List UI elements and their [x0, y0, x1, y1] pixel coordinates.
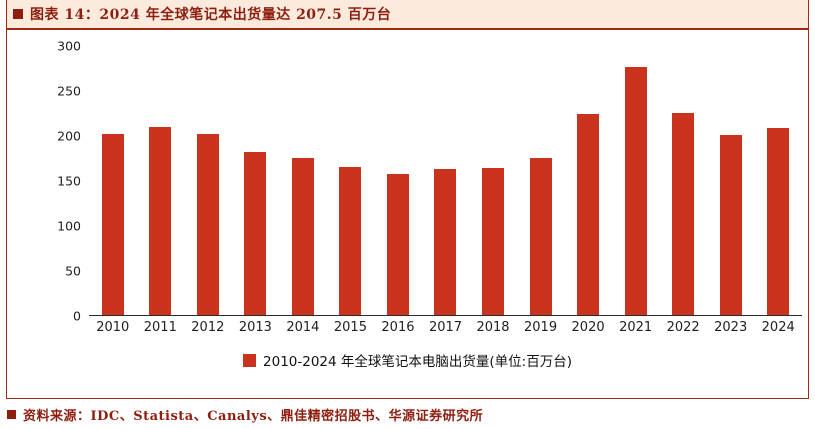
legend-label: 2010-2024 年全球笔记本电脑出货量(单位:百万台)	[263, 354, 572, 370]
chart-legend: 2010-2024 年全球笔记本电脑出货量(单位:百万台)	[7, 348, 808, 372]
bar-2016	[386, 173, 409, 315]
bar-2011	[149, 126, 172, 315]
bar-cell	[612, 46, 660, 315]
legend-swatch-icon	[243, 353, 257, 367]
bar-2023	[719, 135, 742, 315]
bar-2022	[672, 113, 695, 315]
source-line: 资料来源：IDC、Statista、Canalys、鼎佳精密招股书、华源证券研究…	[6, 405, 809, 424]
bar-cell	[517, 46, 565, 315]
bar-2020	[577, 114, 600, 315]
x-tick-label: 2024	[761, 320, 795, 335]
x-tick-label: 2021	[619, 320, 653, 335]
plot-area	[89, 46, 802, 316]
x-tick-label: 2010	[96, 320, 130, 335]
bar-cell	[754, 46, 802, 315]
y-tick-label: 150	[57, 173, 81, 189]
y-axis-labels: 0 50 100 150 200 250 300	[35, 39, 81, 324]
figure-header: 图表 14：2024 年全球笔记本出货量达 207.5 百万台	[7, 0, 808, 30]
bar-cell	[564, 46, 612, 315]
x-axis-labels: 2010 2011 2012 2013 2014 2015 2016 2017 2018 2019…	[89, 320, 802, 335]
source-text: 资料来源：IDC、Statista、Canalys、鼎佳精密招股书、华源证券研究…	[23, 409, 484, 424]
bar-2017	[434, 169, 457, 315]
x-tick-label: 2022	[666, 320, 700, 335]
footer-marker-icon	[7, 410, 16, 419]
bar-2014	[291, 157, 314, 315]
x-tick-label: 2016	[381, 320, 415, 335]
x-tick-label: 2013	[238, 320, 272, 335]
bar-2013	[244, 152, 267, 315]
figure-frame: 图表 14：2024 年全球笔记本出货量达 207.5 百万台 0 50 100 15…	[6, 0, 809, 399]
y-tick-label: 100	[57, 218, 81, 234]
y-tick-label: 0	[73, 308, 81, 324]
x-tick-label: 2011	[143, 320, 177, 335]
x-tick-label: 2012	[191, 320, 225, 335]
bar-cell	[137, 46, 185, 315]
bar-2021	[624, 66, 647, 315]
x-tick-label: 2015	[333, 320, 367, 335]
bar-cell	[327, 46, 375, 315]
bar-cell	[707, 46, 755, 315]
y-tick-label: 250	[57, 83, 81, 99]
bar-cell	[374, 46, 422, 315]
x-tick-label: 2023	[714, 320, 748, 335]
bar-2024	[767, 128, 790, 315]
bar-cell	[469, 46, 517, 315]
bar-2010	[101, 134, 124, 315]
bar-cell	[422, 46, 470, 315]
bar-cell	[659, 46, 707, 315]
bar-2012	[196, 134, 219, 315]
figure-title: 图表 14：2024 年全球笔记本出货量达 207.5 百万台	[30, 7, 392, 23]
y-tick-label: 50	[65, 263, 81, 279]
bar-cell	[279, 46, 327, 315]
bar-cell	[232, 46, 280, 315]
bar-cell	[184, 46, 232, 315]
bar-2015	[339, 167, 362, 315]
title-marker-icon	[13, 9, 23, 19]
y-tick-label: 200	[57, 128, 81, 144]
bar-2019	[529, 158, 552, 315]
x-tick-label: 2014	[286, 320, 320, 335]
x-tick-label: 2019	[524, 320, 558, 335]
y-tick-label: 300	[57, 38, 81, 54]
x-tick-label: 2017	[428, 320, 463, 335]
bar-cell	[89, 46, 137, 315]
x-tick-label: 2020	[571, 320, 605, 335]
bar-2018	[482, 168, 505, 315]
x-tick-label: 2018	[476, 320, 510, 335]
